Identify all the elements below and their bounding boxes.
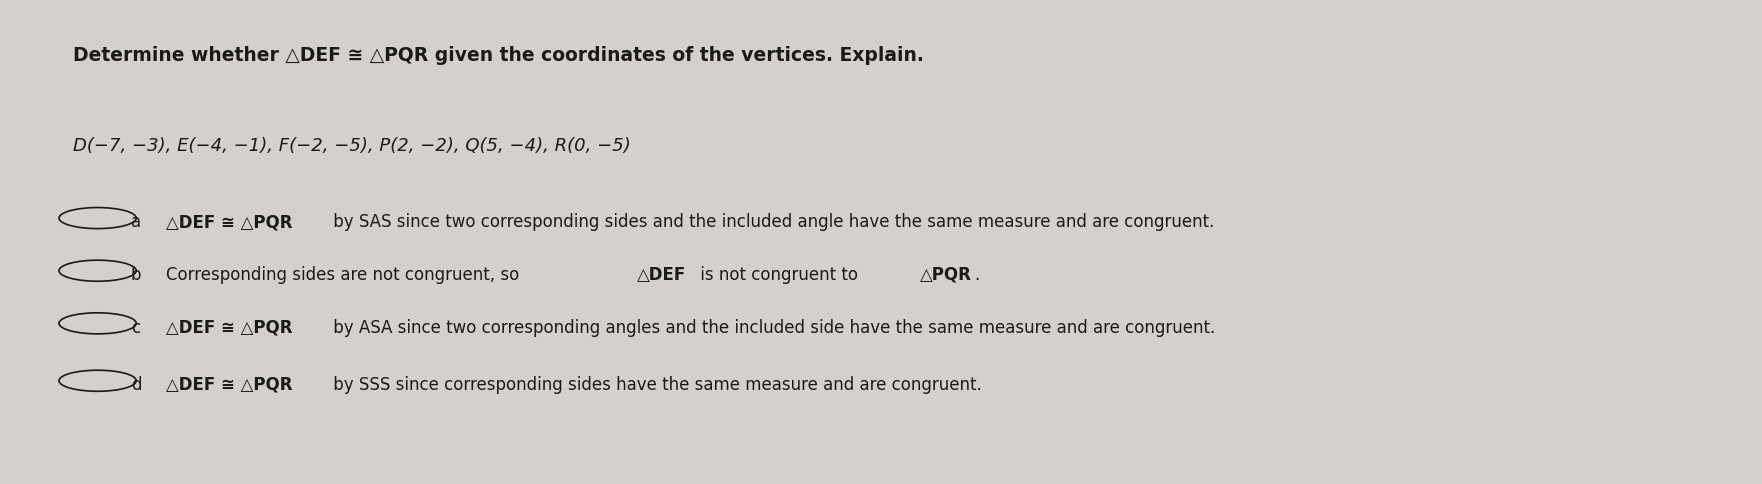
Text: △DEF ≅ △PQR: △DEF ≅ △PQR — [166, 376, 292, 394]
Text: △DEF ≅ △PQR: △DEF ≅ △PQR — [166, 318, 292, 336]
Text: by SSS since corresponding sides have the same measure and are congruent.: by SSS since corresponding sides have th… — [328, 376, 981, 394]
Text: a: a — [130, 213, 141, 231]
Text: Corresponding sides are not congruent, so: Corresponding sides are not congruent, s… — [166, 266, 525, 284]
Text: △DEF: △DEF — [636, 266, 685, 284]
Text: Determine whether △DEF ≅ △PQR given the coordinates of the vertices. Explain.: Determine whether △DEF ≅ △PQR given the … — [72, 46, 923, 65]
Text: c: c — [130, 318, 141, 336]
Text: △DEF ≅ △PQR: △DEF ≅ △PQR — [166, 213, 292, 231]
Text: .: . — [974, 266, 980, 284]
Text: b: b — [130, 266, 141, 284]
Text: by ASA since two corresponding angles and the included side have the same measur: by ASA since two corresponding angles an… — [328, 318, 1216, 336]
Text: d: d — [130, 376, 141, 394]
Text: is not congruent to: is not congruent to — [694, 266, 863, 284]
Text: D(−7, −3), E(−4, −1), F(−2, −5), P(2, −2), Q(5, −4), R(0, −5): D(−7, −3), E(−4, −1), F(−2, −5), P(2, −2… — [72, 137, 631, 155]
Text: by SAS since two corresponding sides and the included angle have the same measur: by SAS since two corresponding sides and… — [328, 213, 1214, 231]
Text: △PQR: △PQR — [920, 266, 971, 284]
